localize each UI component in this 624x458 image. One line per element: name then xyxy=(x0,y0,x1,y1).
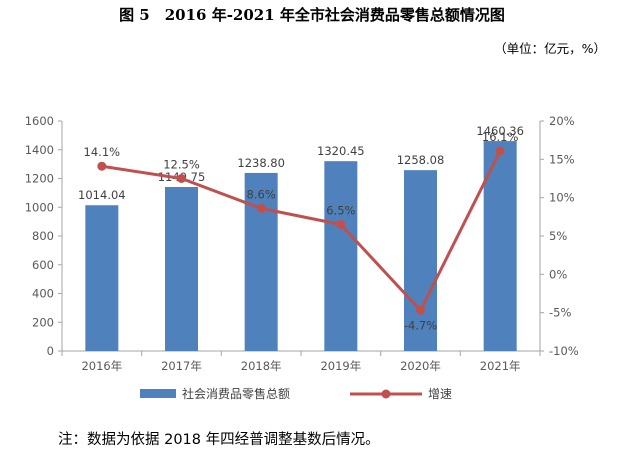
bar-value-label: 1320.45 xyxy=(317,144,365,158)
growth-value-label: 8.6% xyxy=(247,187,276,201)
left-tick-label: 800 xyxy=(32,229,54,243)
growth-value-label: 14.1% xyxy=(84,145,121,159)
left-tick-label: 0 xyxy=(47,344,54,358)
growth-point-2017年 xyxy=(177,174,186,183)
right-tick-label: 5% xyxy=(549,229,567,243)
bar-value-label: 1460.36 xyxy=(476,124,524,138)
bar-2017年 xyxy=(165,187,198,351)
bar-value-label: 1014.04 xyxy=(78,188,126,202)
x-tick-label: 2017年 xyxy=(161,359,202,373)
left-tick-label: 1600 xyxy=(25,114,54,128)
legend-line-label: 增速 xyxy=(428,387,452,401)
growth-point-2019年 xyxy=(336,220,346,229)
bar-value-label: 1238.80 xyxy=(237,156,285,170)
right-tick-label: 10% xyxy=(549,191,575,205)
right-tick-label: 20% xyxy=(549,114,575,128)
right-tick-label: 15% xyxy=(549,152,575,166)
x-tick-label: 2018年 xyxy=(241,359,282,373)
growth-value-label: -4.7% xyxy=(404,318,437,332)
x-tick-label: 2021年 xyxy=(480,359,521,373)
bar-2018年 xyxy=(244,172,278,351)
x-tick-label: 2016年 xyxy=(81,359,122,373)
bar-value-label: 1258.08 xyxy=(397,153,445,167)
growth-point-2021年 xyxy=(495,146,505,156)
right-tick-label: -5% xyxy=(549,306,571,320)
right-tick-label: -10% xyxy=(549,344,579,358)
chart-title: 图 5 2016 年-2021 年全市社会消费品零售总额情况图 xyxy=(119,6,505,24)
left-tick-label: 200 xyxy=(32,315,54,329)
bar-2020年 xyxy=(404,170,437,351)
left-tick-label: 1200 xyxy=(25,172,54,186)
growth-value-label: 12.5% xyxy=(163,158,200,172)
unit-label: （单位：亿元，%） xyxy=(494,41,606,56)
legend-bar-swatch xyxy=(140,389,176,398)
growth-point-2020年 xyxy=(416,305,425,315)
growth-point-2018年 xyxy=(256,203,266,213)
chart-canvas: 0 200 400 600 800 1000 1200 1400 1600 -10% -5% 0% 5%… xyxy=(25,114,579,401)
growth-value-label: 6.5% xyxy=(326,204,355,218)
growth-point-2016年 xyxy=(97,161,107,171)
legend-bar-label: 社会消费品零售总额 xyxy=(182,386,290,401)
legend-line-marker xyxy=(381,389,391,399)
left-tick-label: 600 xyxy=(32,258,54,272)
growth-line xyxy=(101,150,502,312)
x-tick-label: 2019年 xyxy=(320,359,361,373)
bar-2019年 xyxy=(324,161,358,351)
footnote: 注：数据为依据 2018 年四经普调整基数后情况。 xyxy=(58,432,380,448)
left-tick-label: 1000 xyxy=(25,200,54,214)
growth-value-label: 16.1% xyxy=(482,130,519,144)
x-tick-label: 2020年 xyxy=(400,359,441,373)
left-tick-label: 1400 xyxy=(25,143,54,157)
right-tick-label: 0% xyxy=(549,267,567,281)
left-tick-label: 400 xyxy=(32,287,54,301)
bar-2016年 xyxy=(85,205,119,351)
